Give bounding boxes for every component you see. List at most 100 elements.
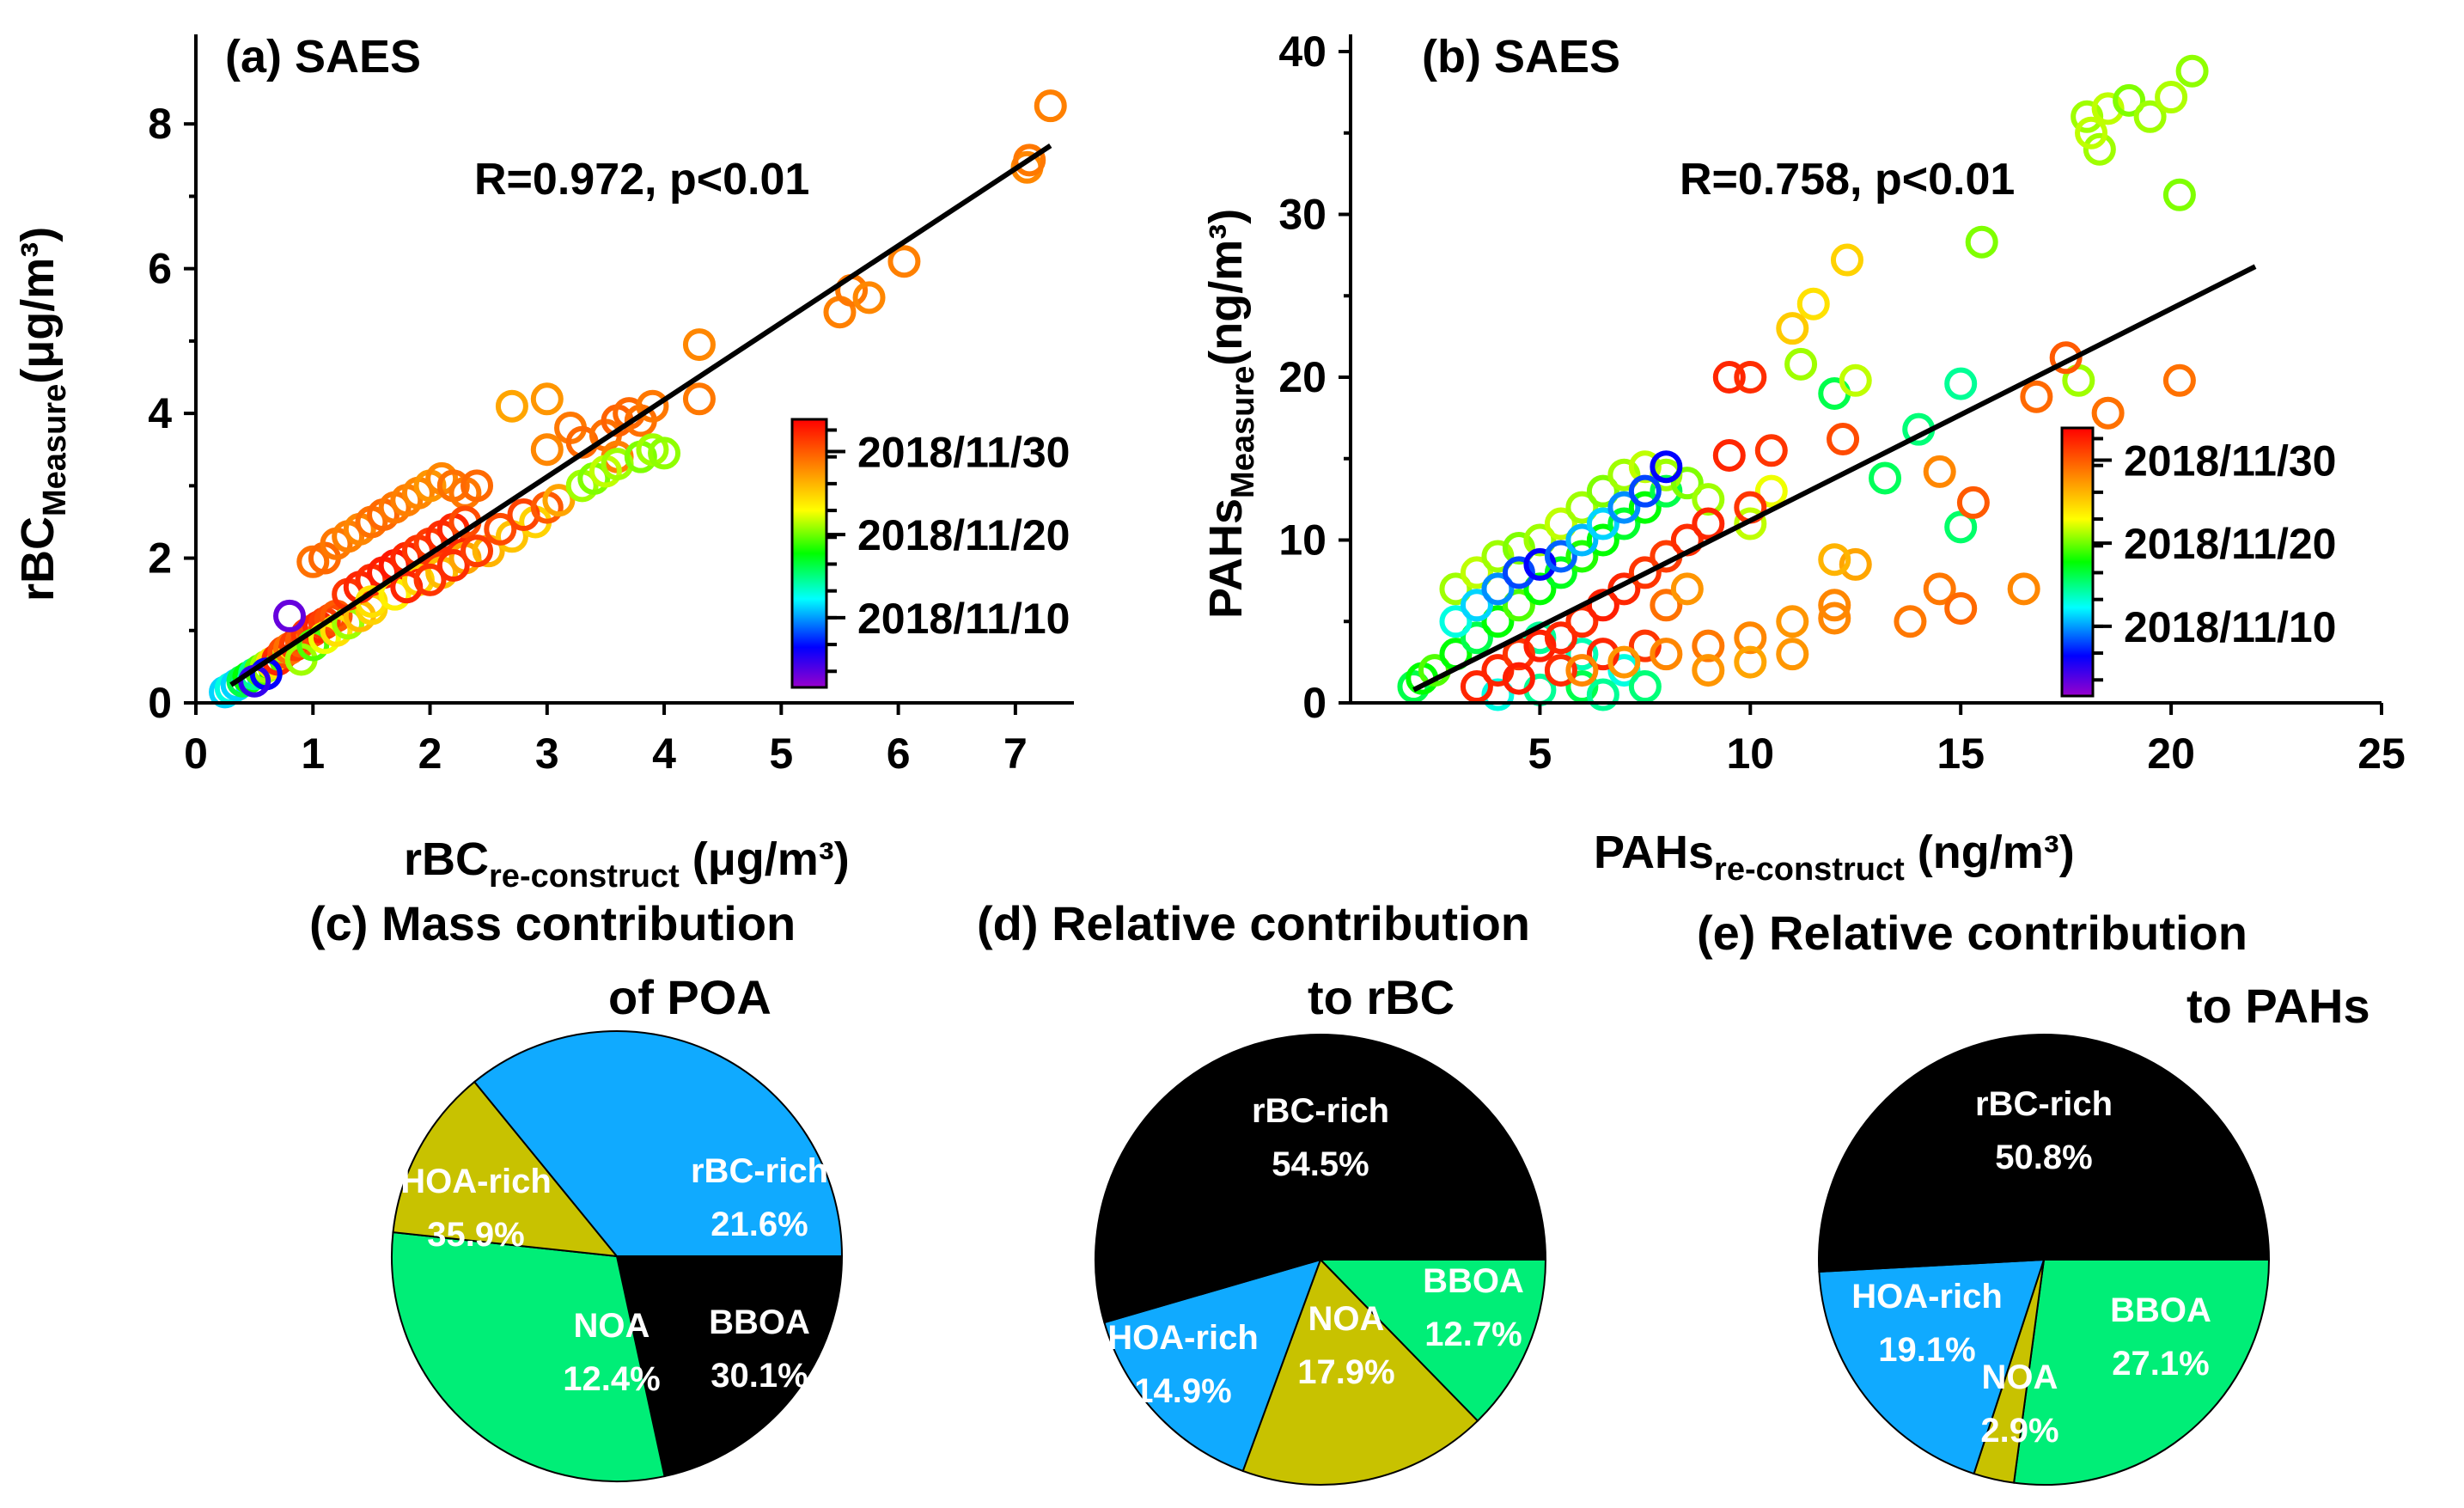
data-point — [1692, 654, 1725, 687]
data-point — [1628, 556, 1662, 589]
pie-slice — [1103, 1258, 1322, 1473]
pie-slice — [1318, 1259, 1547, 1422]
panel-a-colorbar: 2018/11/30 2018/11/20 2018/11/10 — [790, 418, 1070, 689]
data-point — [1502, 662, 1535, 695]
data-point — [2083, 132, 2116, 166]
colorbar-scale — [2060, 426, 2095, 698]
x-tick-label: 5 — [769, 730, 793, 778]
x-tick-label: 5 — [1528, 730, 1552, 778]
x-tick-label: 0 — [184, 730, 208, 778]
data-point — [1692, 507, 1725, 540]
x-tick-label: 7 — [1003, 730, 1028, 778]
data-point — [1544, 654, 1577, 687]
pie-slice-label: HOA-rich — [1107, 1319, 1259, 1357]
data-point — [1502, 531, 1535, 565]
data-point — [1830, 243, 1863, 277]
data-point — [2091, 92, 2125, 125]
data-point — [1734, 507, 1767, 540]
panel-a-x-axis-label: rBCre-construct (μg/m³) — [404, 833, 850, 894]
data-point — [1734, 645, 1767, 679]
panel-b-tick-labels: 5 10 15 20 25 0 10 20 30 40 — [1278, 27, 2405, 778]
data-point — [2175, 54, 2209, 88]
data-point — [636, 389, 669, 423]
data-point — [1944, 510, 1978, 544]
pie-slice-percent: 12.4% — [563, 1360, 660, 1398]
data-point — [413, 563, 447, 596]
data-point — [1460, 556, 1493, 589]
regression-line — [229, 143, 1052, 687]
panel-e-title-line1: (e) Relative contribution — [1697, 906, 2247, 960]
panel-b-annotation: R=0.758, p<0.01 — [1680, 155, 2015, 205]
regression-line — [1412, 264, 2257, 693]
data-point — [1784, 347, 1818, 381]
data-point — [495, 389, 528, 423]
data-point — [1586, 589, 1619, 622]
data-point — [1628, 474, 1662, 508]
data-point — [1460, 670, 1493, 704]
panel-a-fit-line — [229, 143, 1052, 687]
data-point — [1481, 540, 1515, 573]
data-point — [1628, 670, 1662, 704]
data-point — [1565, 523, 1599, 557]
data-point — [852, 281, 886, 314]
pie-slice-label: rBC-rich — [1975, 1085, 2113, 1123]
data-point — [1502, 589, 1535, 622]
data-point — [1544, 507, 1577, 540]
data-point — [1586, 507, 1619, 540]
data-point — [273, 599, 307, 632]
pie-slice — [1095, 1034, 1547, 1324]
data-point — [530, 433, 564, 467]
data-point — [1607, 491, 1641, 524]
data-point — [1944, 592, 1978, 626]
data-point — [682, 382, 716, 416]
data-point — [1460, 589, 1493, 622]
y-tick-label: 30 — [1278, 191, 1327, 239]
pie-slice-percent: 2.9% — [1980, 1412, 2058, 1450]
data-point — [1628, 491, 1662, 524]
data-point — [1565, 491, 1599, 524]
pie-slice-percent: 17.9% — [1297, 1353, 1394, 1391]
y-tick-label: 40 — [1278, 27, 1327, 76]
panel-a-title: (a) SAES — [225, 31, 421, 82]
data-point — [1565, 540, 1599, 573]
data-point — [1586, 523, 1619, 557]
data-point — [2091, 396, 2125, 430]
data-point — [1460, 621, 1493, 655]
y-tick-label: 6 — [148, 245, 172, 293]
data-point — [1692, 483, 1725, 516]
data-point — [1481, 678, 1515, 711]
x-tick-label: 15 — [1936, 730, 1985, 778]
pie-slice — [1818, 1034, 2271, 1273]
panel-b-title: (b) SAES — [1422, 31, 1620, 82]
panel-b-fit-line — [1412, 264, 2257, 693]
y-tick-label: 20 — [1278, 353, 1327, 401]
data-point — [1523, 572, 1557, 606]
pie-slice — [473, 1030, 844, 1257]
data-point — [1818, 601, 1851, 635]
data-point — [460, 469, 494, 503]
y-tick-label: 0 — [1302, 679, 1327, 727]
pie-slice-label: rBC-rich — [1252, 1092, 1389, 1130]
data-point — [2155, 81, 2188, 114]
data-point — [1607, 507, 1641, 540]
data-point — [1502, 556, 1535, 589]
y-tick-label: 0 — [148, 679, 172, 727]
data-point — [1956, 485, 1990, 519]
pie-slice-label: NOA — [574, 1307, 650, 1345]
data-point — [2007, 572, 2040, 606]
pie-slice-percent: 30.1% — [711, 1357, 808, 1395]
y-tick-label: 10 — [1278, 516, 1327, 565]
data-point — [1650, 638, 1683, 671]
y-tick-label: 2 — [148, 534, 172, 583]
data-point — [1827, 423, 1860, 456]
pie-slice — [615, 1255, 844, 1478]
data-point — [1628, 629, 1662, 662]
panel-e-pie: (e) Relative contribution to PAHs BBOA 27… — [1697, 906, 2370, 1486]
data-point — [484, 512, 517, 546]
colorbar-label: 2018/11/10 — [2124, 603, 2337, 651]
x-tick-label: 4 — [652, 730, 676, 778]
colorbar-label: 2018/11/10 — [857, 595, 1070, 643]
y-tick-label: 4 — [148, 389, 172, 437]
pie-slice-label: BBOA — [1423, 1262, 1524, 1300]
pie-slice-label: rBC-rich — [691, 1152, 828, 1190]
